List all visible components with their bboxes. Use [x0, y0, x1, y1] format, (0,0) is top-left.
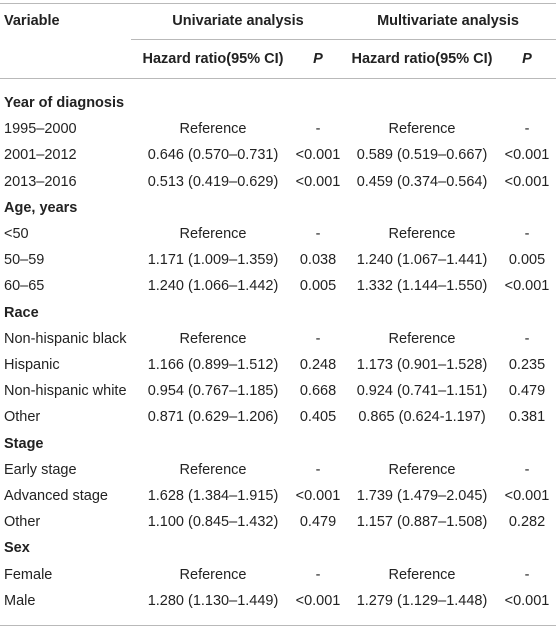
section-label: Stage: [4, 436, 44, 452]
cell-univariate-hr: 1.166 (0.899–1.512): [147, 357, 279, 373]
cell-multivariate-p: <0.001: [504, 278, 550, 294]
section-label: Sex: [4, 540, 30, 556]
section-label: Race: [4, 305, 39, 321]
row-label: 1995–2000: [4, 121, 77, 137]
cell-multivariate-p: -: [524, 121, 530, 137]
cell-multivariate-hr: Reference: [388, 331, 456, 347]
cell-univariate-hr: Reference: [179, 226, 247, 242]
row-label: Male: [4, 593, 36, 609]
cell-multivariate-p: 0.479: [508, 383, 546, 399]
cell-univariate-hr: Reference: [179, 567, 247, 583]
cell-univariate-p: -: [315, 226, 321, 242]
bottom-rule: [0, 625, 556, 626]
cell-univariate-p: -: [315, 121, 321, 137]
cell-univariate-hr: 1.280 (1.130–1.449): [147, 593, 279, 609]
cell-univariate-p: <0.001: [295, 593, 341, 609]
cell-univariate-p: 0.479: [299, 514, 337, 530]
cell-multivariate-hr: Reference: [388, 567, 456, 583]
header-variable: Variable: [4, 13, 60, 29]
cell-multivariate-hr: 1.240 (1.067–1.441): [356, 252, 488, 268]
section-label: Age, years: [4, 200, 78, 216]
header-hr-multivariate: Hazard ratio(95% CI): [351, 51, 493, 67]
cell-multivariate-hr: Reference: [388, 462, 456, 478]
cell-univariate-hr: 1.100 (0.845–1.432): [147, 514, 279, 530]
cell-univariate-p: <0.001: [295, 147, 341, 163]
cell-univariate-hr: 1.240 (1.066–1.442): [147, 278, 279, 294]
cell-multivariate-p: 0.381: [508, 409, 546, 425]
cell-univariate-hr: 0.871 (0.629–1.206): [147, 409, 279, 425]
cell-univariate-hr: Reference: [179, 121, 247, 137]
cell-univariate-hr: Reference: [179, 462, 247, 478]
cell-multivariate-hr: 0.924 (0.741–1.151): [356, 383, 488, 399]
cell-multivariate-hr: 0.459 (0.374–0.564): [356, 174, 488, 190]
cell-univariate-p: 0.005: [299, 278, 337, 294]
row-label: 2013–2016: [4, 174, 77, 190]
cell-univariate-p: 0.668: [299, 383, 337, 399]
row-label: Non-hispanic white: [4, 383, 127, 399]
cell-univariate-p: 0.405: [299, 409, 337, 425]
cell-univariate-p: -: [315, 462, 321, 478]
header-univariate: Univariate analysis: [172, 13, 304, 29]
cell-multivariate-p: -: [524, 567, 530, 583]
cell-multivariate-hr: 1.739 (1.479–2.045): [356, 488, 488, 504]
cell-univariate-hr: 1.628 (1.384–1.915): [147, 488, 279, 504]
cell-multivariate-p: <0.001: [504, 488, 550, 504]
cell-univariate-p: -: [315, 331, 321, 347]
cell-univariate-hr: Reference: [179, 331, 247, 347]
row-label: Female: [4, 567, 53, 583]
cell-univariate-p: 0.038: [299, 252, 337, 268]
cell-multivariate-p: 0.235: [508, 357, 546, 373]
header-bottom-rule: [0, 78, 556, 79]
cell-multivariate-hr: 1.279 (1.129–1.448): [356, 593, 488, 609]
section-label: Year of diagnosis: [4, 95, 125, 111]
cell-multivariate-p: -: [524, 462, 530, 478]
row-label: Non-hispanic black: [4, 331, 127, 347]
row-label: Early stage: [4, 462, 77, 478]
cell-multivariate-p: <0.001: [504, 593, 550, 609]
row-label: <50: [4, 226, 29, 242]
row-label: Other: [4, 409, 41, 425]
row-label: 2001–2012: [4, 147, 77, 163]
cell-multivariate-hr: Reference: [388, 226, 456, 242]
cell-univariate-hr: 0.646 (0.570–0.731): [147, 147, 279, 163]
cell-multivariate-hr: 1.157 (0.887–1.508): [356, 514, 488, 530]
cell-multivariate-p: <0.001: [504, 174, 550, 190]
header-hr-univariate: Hazard ratio(95% CI): [142, 51, 284, 67]
cell-multivariate-p: <0.001: [504, 147, 550, 163]
cell-univariate-p: 0.248: [299, 357, 337, 373]
cell-univariate-hr: 1.171 (1.009–1.359): [147, 252, 279, 268]
row-label: Hispanic: [4, 357, 60, 373]
row-label: 60–65: [4, 278, 45, 294]
header-group-rule: [131, 39, 556, 40]
cell-univariate-p: -: [315, 567, 321, 583]
header-p-univariate: P: [313, 51, 323, 67]
header-multivariate: Multivariate analysis: [377, 13, 519, 29]
cell-univariate-hr: 0.513 (0.419–0.629): [147, 174, 279, 190]
cell-multivariate-p: -: [524, 226, 530, 242]
cell-multivariate-hr: 1.173 (0.901–1.528): [356, 357, 488, 373]
top-rule: [0, 3, 556, 4]
cell-multivariate-hr: 1.332 (1.144–1.550): [356, 278, 488, 294]
row-label: 50–59: [4, 252, 45, 268]
row-label: Advanced stage: [4, 488, 108, 504]
cell-multivariate-p: 0.282: [508, 514, 546, 530]
header-p-multivariate: P: [522, 51, 532, 67]
row-label: Other: [4, 514, 41, 530]
cell-multivariate-p: -: [524, 331, 530, 347]
cell-univariate-p: <0.001: [295, 174, 341, 190]
cell-multivariate-hr: Reference: [388, 121, 456, 137]
cell-multivariate-p: 0.005: [508, 252, 546, 268]
cell-univariate-p: <0.001: [295, 488, 341, 504]
cell-univariate-hr: 0.954 (0.767–1.185): [147, 383, 279, 399]
cell-multivariate-hr: 0.589 (0.519–0.667): [356, 147, 488, 163]
cell-multivariate-hr: 0.865 (0.624-1.197): [358, 409, 486, 425]
